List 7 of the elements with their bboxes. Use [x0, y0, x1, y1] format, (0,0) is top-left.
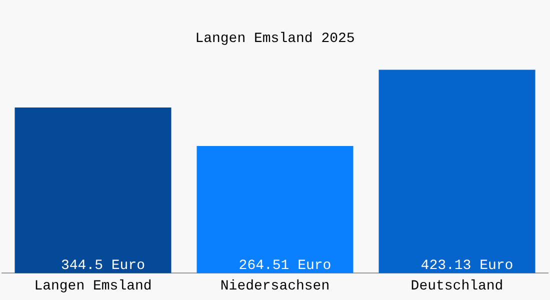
x-tick-label: Niedersachsen	[220, 278, 330, 294]
x-tick-label: Deutschland	[410, 278, 504, 294]
data-label: 423.13 Euro	[420, 258, 514, 274]
data-label: 264.51 Euro	[238, 258, 332, 274]
chart-title: Langen Emsland 2025	[195, 31, 355, 48]
x-tick-label: Langen Emsland	[34, 278, 152, 294]
data-label: 344.5 Euro	[60, 258, 146, 274]
